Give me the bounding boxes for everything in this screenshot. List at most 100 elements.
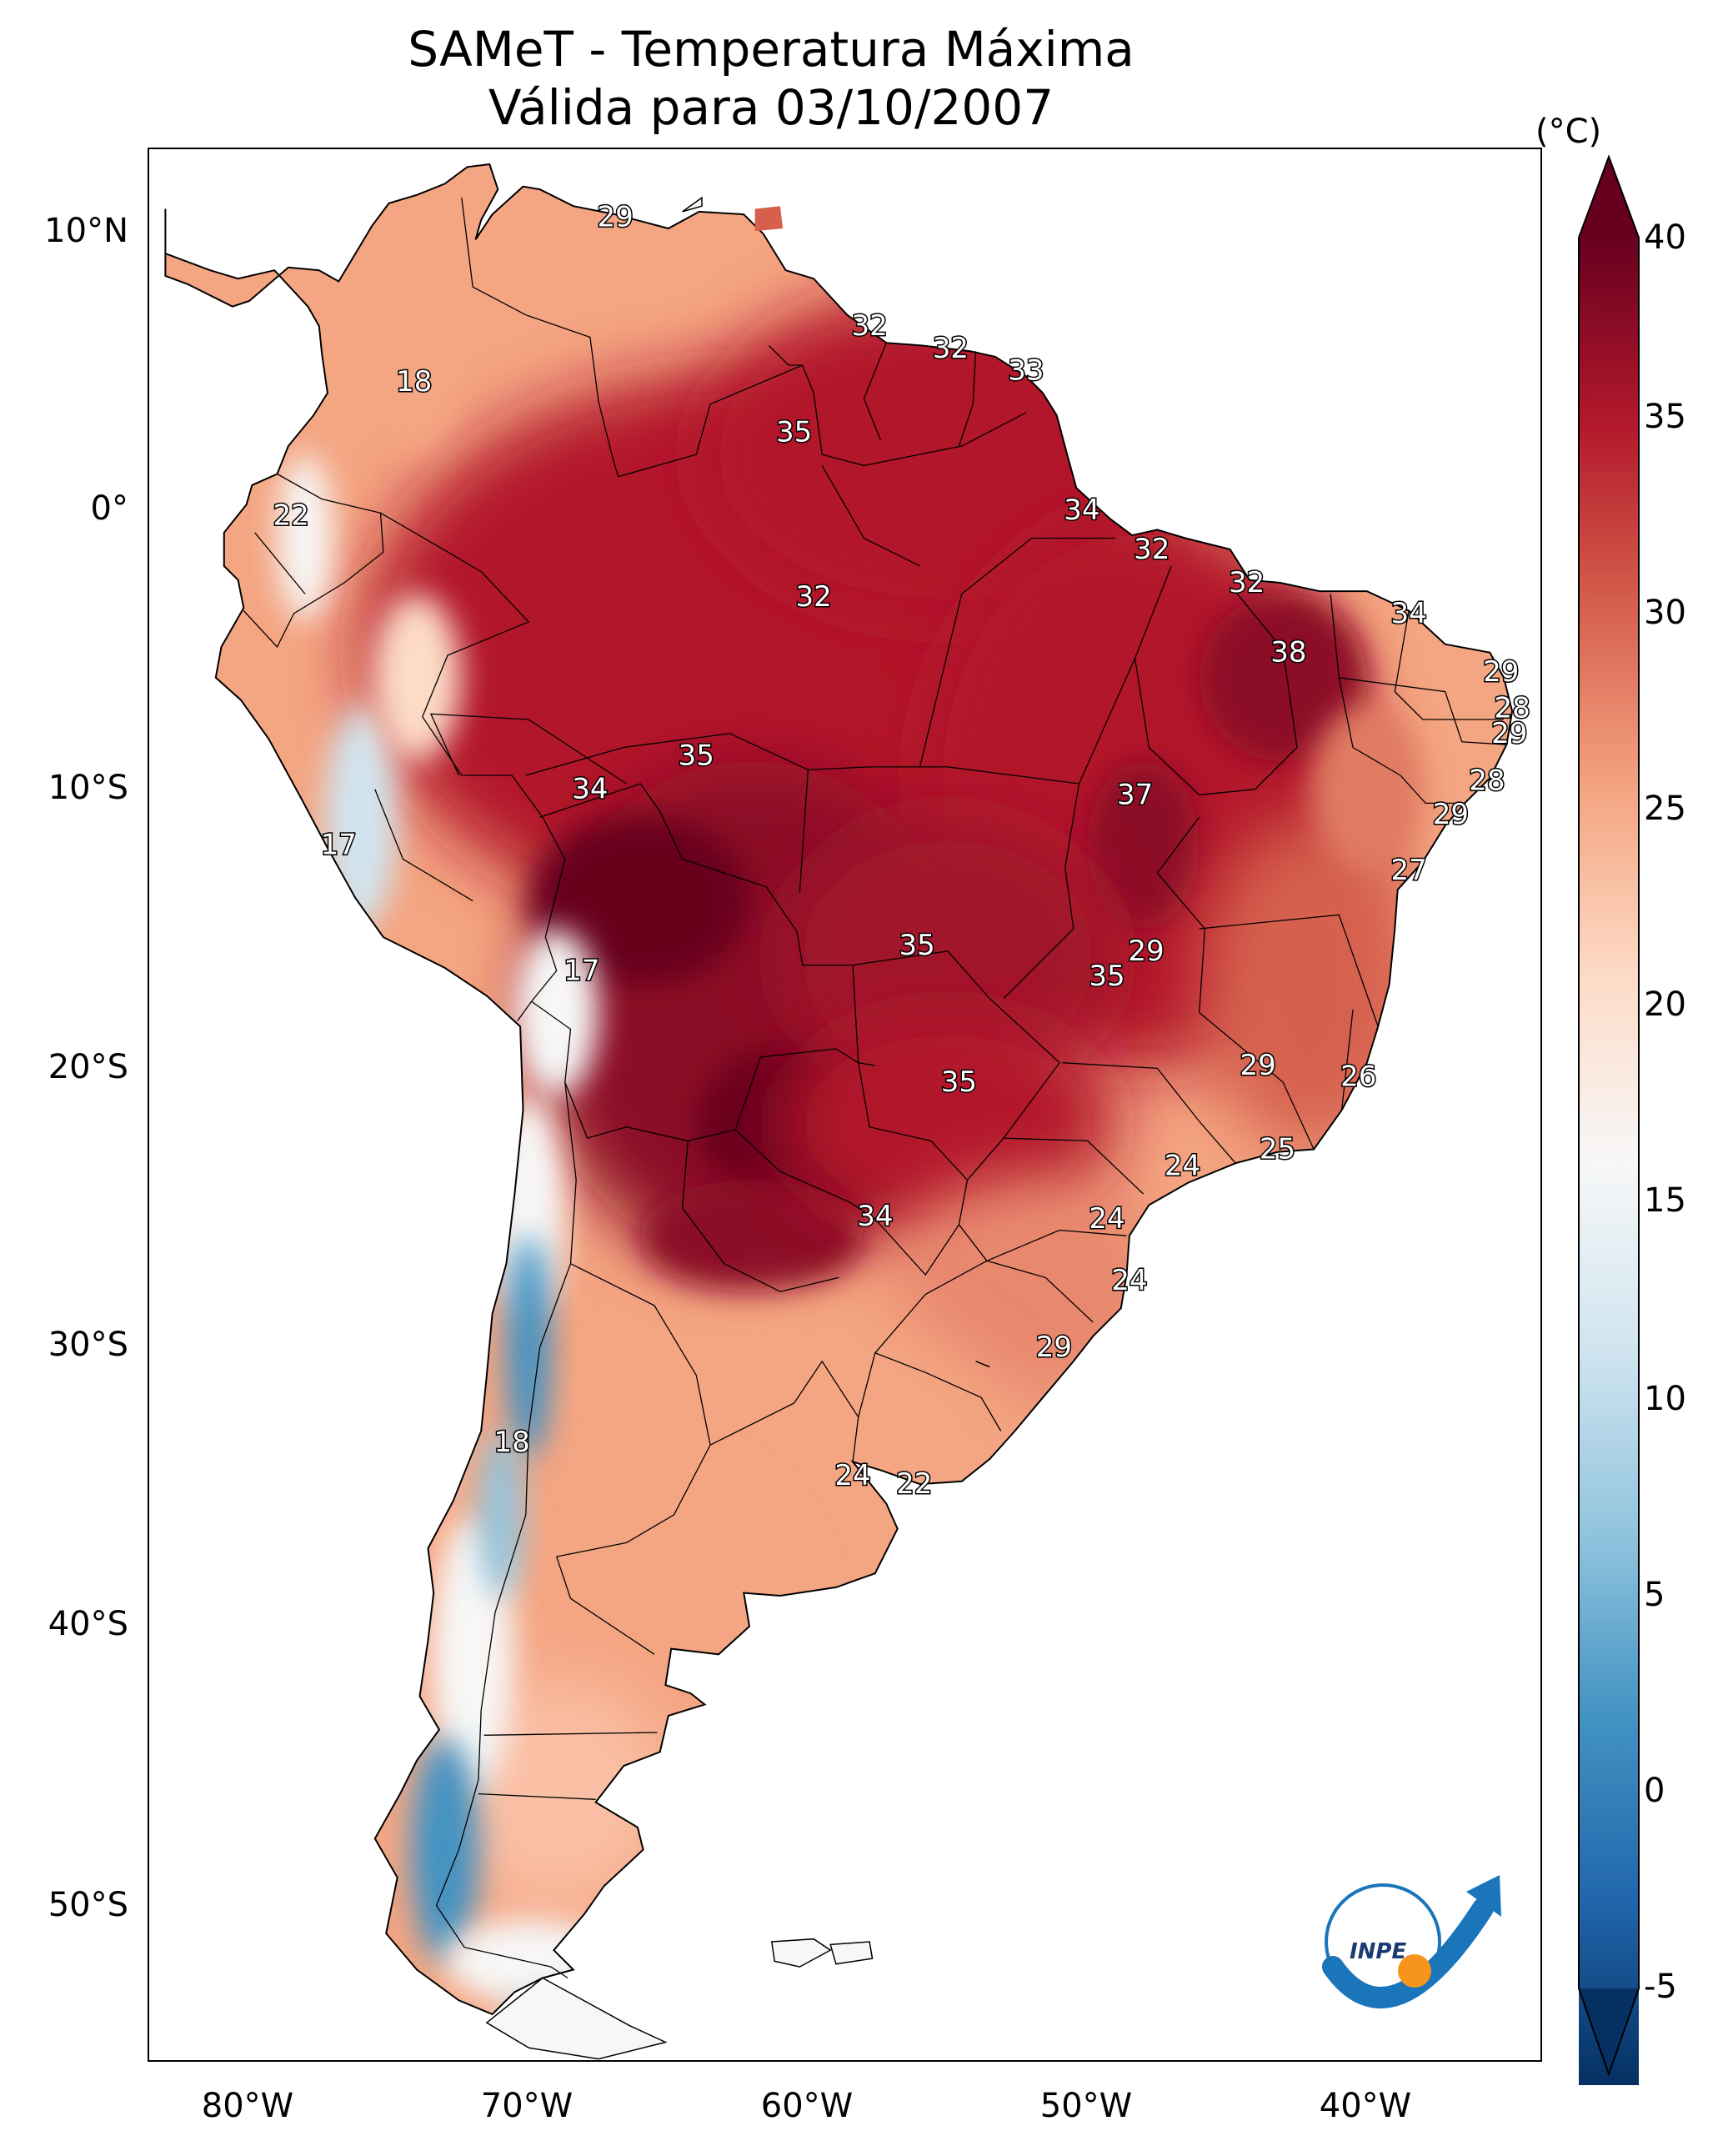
station-value-label: 29 <box>1036 1331 1072 1364</box>
border-line <box>681 1141 839 1292</box>
lon-tick-label: 80°W <box>201 2087 294 2125</box>
inpe-logo: INPE <box>1322 1875 1501 2008</box>
border-line <box>374 789 473 902</box>
island <box>485 1977 668 2060</box>
temperature-zone <box>277 454 333 622</box>
lat-tick-label: 40°S <box>48 1605 128 1643</box>
station-value-label: 34 <box>1064 494 1099 527</box>
border-line <box>243 473 384 649</box>
station-value-label: 29 <box>1128 935 1164 968</box>
border-line <box>1003 783 1080 1000</box>
logo-arrow-icon <box>1466 1875 1501 1917</box>
colorbar-tick-label: 0 <box>1644 1772 1665 1810</box>
lon-tick-label: 70°W <box>480 2087 573 2125</box>
station-value-label: 29 <box>1491 717 1527 750</box>
station-value-label: 35 <box>776 415 812 449</box>
border-line <box>429 713 627 785</box>
border-line <box>531 1000 859 1142</box>
temperature-zone <box>378 287 457 455</box>
border-line <box>461 198 619 477</box>
station-value-label: 34 <box>857 1200 893 1233</box>
station-value-label: 28 <box>1469 765 1505 798</box>
logo-swoosh <box>1322 1898 1494 2008</box>
station-value-label: 27 <box>1390 854 1426 887</box>
station-value-label: 35 <box>1089 960 1124 993</box>
colorbar-tick-label: -5 <box>1644 1968 1677 2006</box>
temperature-field <box>165 164 1513 2014</box>
border-line <box>821 465 920 567</box>
colorbar-tick-label: 5 <box>1644 1576 1665 1614</box>
station-value-label: 28 <box>1494 692 1530 725</box>
colorbar-extend-min <box>1579 1988 1639 2074</box>
temperature-zone <box>779 817 1116 1096</box>
station-value-label: 29 <box>597 201 633 234</box>
border-line <box>799 770 809 893</box>
temperature-zone <box>411 1737 478 1962</box>
border-line <box>556 1556 655 1655</box>
station-value-label: 22 <box>896 1467 932 1501</box>
station-value-label: 18 <box>493 1426 529 1459</box>
border-line <box>1394 610 1504 720</box>
temperature-zone <box>514 929 599 1096</box>
colorbar-extend-max <box>1579 157 1639 238</box>
temperature-zone <box>1199 594 1367 762</box>
border-line <box>734 1062 969 1276</box>
island <box>754 206 784 232</box>
island <box>682 196 703 213</box>
border-line <box>1003 1137 1144 1195</box>
map-panel: 29 32 32 33 18 35 34 22 32 32 32 34 38 29 28 29 35 28 34 37… <box>148 148 1542 2062</box>
island <box>770 1938 832 1968</box>
border-line <box>1340 1010 1354 1111</box>
colorbar-unit: (°C) <box>1535 113 1602 151</box>
border-line <box>1330 594 1401 776</box>
station-value-label: 25 <box>1260 1132 1295 1166</box>
border-line <box>1062 1062 1236 1164</box>
colorbar-tick-label: 25 <box>1644 790 1686 828</box>
border-line <box>852 1351 1002 1462</box>
station-value-label: 22 <box>273 499 309 533</box>
lat-tick-label: 10°N <box>44 212 128 250</box>
border-line <box>863 342 887 441</box>
station-value-label: 32 <box>795 580 831 614</box>
station-value-label: 32 <box>1134 533 1170 566</box>
border-line <box>986 1229 1127 1261</box>
logo-orange-dot <box>1398 1954 1431 1988</box>
temperature-zone <box>372 594 462 762</box>
station-value-label: 34 <box>572 773 608 806</box>
border-line <box>539 783 875 1066</box>
colorbar <box>1578 154 1640 2085</box>
station-value-label: 37 <box>1117 778 1153 811</box>
lon-tick-label: 50°W <box>1039 2087 1133 2125</box>
colorbar-tick-label: 15 <box>1644 1181 1686 1220</box>
temperature-zone <box>528 817 753 985</box>
station-value-label: 35 <box>899 929 934 962</box>
border-line <box>709 1360 859 1446</box>
border-line <box>958 351 977 447</box>
station-value-label: 34 <box>1390 597 1426 630</box>
station-value-label: 17 <box>563 954 599 987</box>
station-value-label: 35 <box>941 1065 977 1099</box>
colorbar-gradient <box>1579 237 1639 2085</box>
colorbar-tick-label: 35 <box>1644 398 1686 436</box>
lat-tick-label: 0° <box>90 489 128 528</box>
station-value-label: 35 <box>679 740 714 773</box>
station-value-label: 38 <box>1270 636 1306 669</box>
temperature-zone <box>1087 761 1200 930</box>
station-value-label: 32 <box>1229 566 1265 599</box>
map-subtitle: Válida para 03/10/2007 <box>488 79 1054 136</box>
station-value-label: 26 <box>1340 1060 1376 1093</box>
station-value-label: 24 <box>1111 1264 1147 1297</box>
border-line <box>1400 775 1465 805</box>
border-line <box>435 1082 577 1979</box>
border-line <box>919 537 1116 768</box>
temperature-zone <box>478 1431 523 1599</box>
border-line <box>874 1224 988 1354</box>
temperature-zone <box>1310 705 1423 874</box>
border-line <box>483 1732 658 1736</box>
lat-tick-label: 50°S <box>48 1886 128 1924</box>
border-line <box>802 364 1027 467</box>
lat-tick-label: 30°S <box>48 1326 128 1364</box>
station-value-label: 32 <box>852 309 888 343</box>
border-line <box>986 1260 1094 1323</box>
